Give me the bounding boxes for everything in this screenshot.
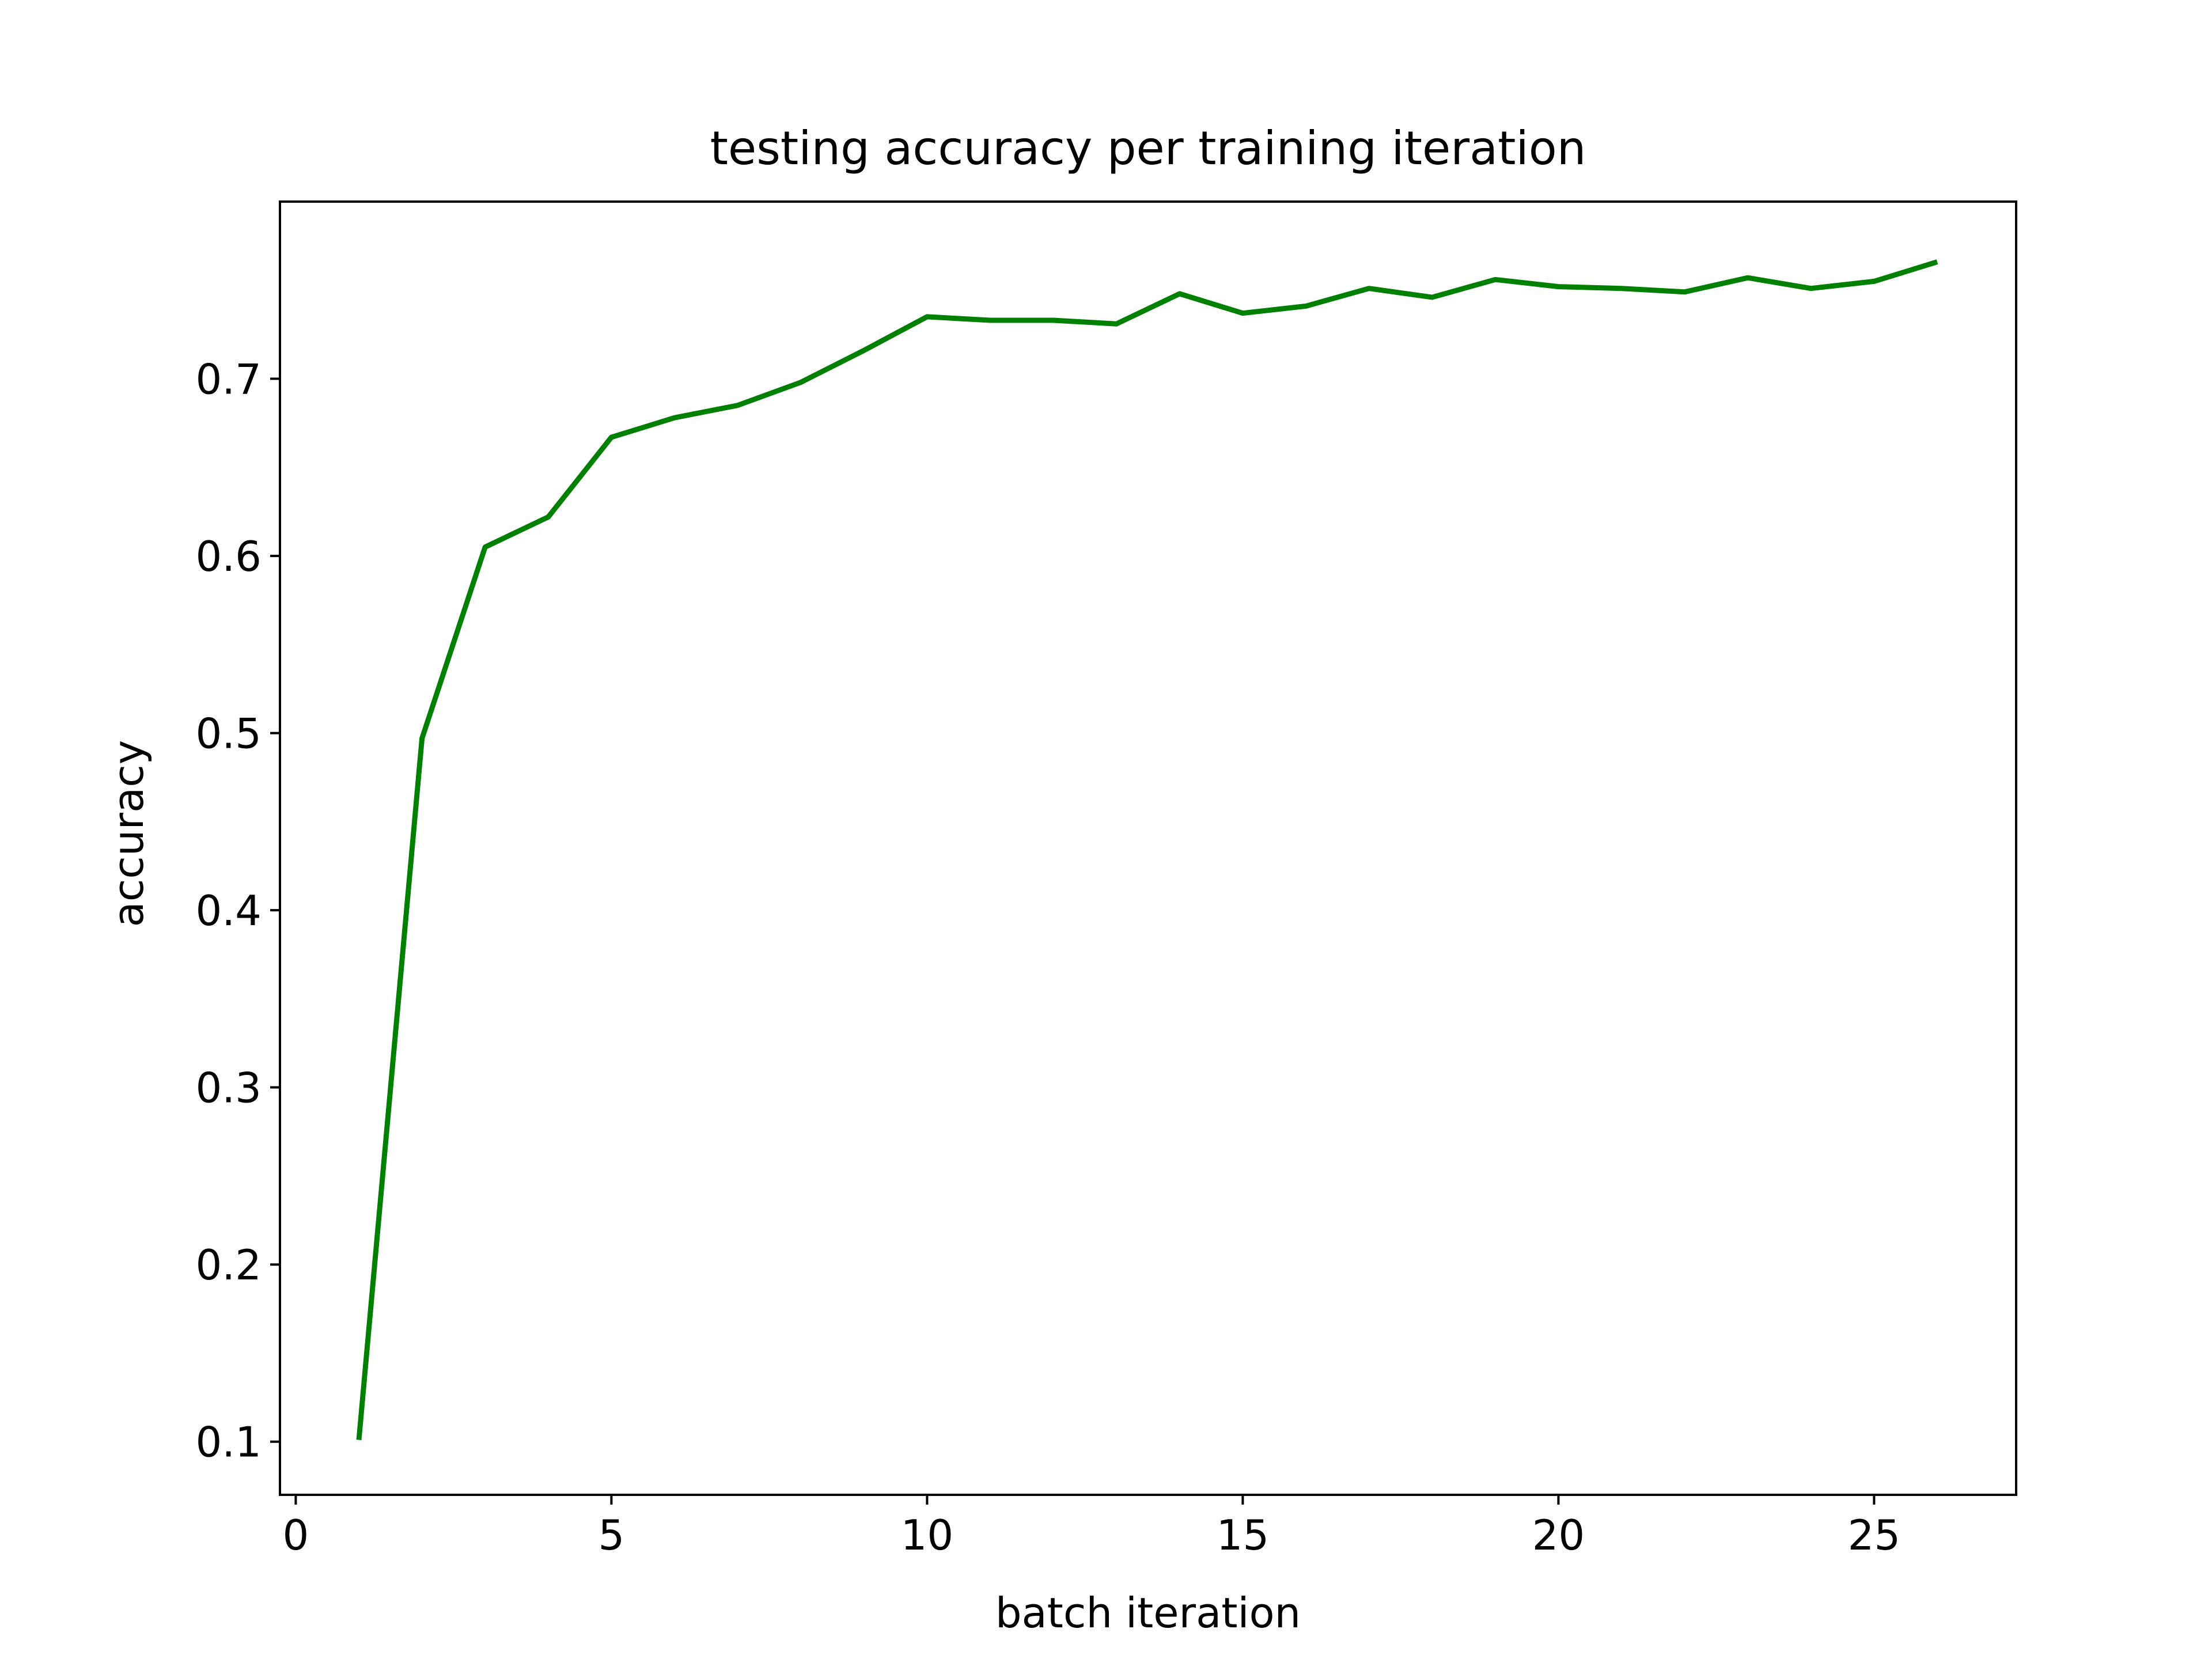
- y-tick-label: 0.2: [195, 1241, 262, 1289]
- y-axis-label: accuracy: [104, 740, 153, 927]
- x-tick-label: 5: [598, 1511, 624, 1559]
- series-line-0: [356, 259, 1938, 1441]
- y-tick-label: 0.6: [195, 532, 262, 581]
- chart-title: testing accuracy per training iteration: [710, 122, 1586, 175]
- x-tick-label: 15: [1217, 1511, 1270, 1559]
- axes-frame: [279, 200, 2017, 1496]
- plot-area: 0 5 10 15 20 25 0.1 0.2 0.3 0.4 0.5 0.6 0.7: [195, 200, 2017, 1559]
- y-tick-label: 0.1: [195, 1418, 262, 1467]
- y-tick-label: 0.5: [195, 710, 262, 758]
- y-tick-label: 0.7: [195, 355, 262, 404]
- x-tick-label: 20: [1532, 1511, 1585, 1559]
- y-tick-label: 0.4: [195, 887, 262, 935]
- y-tick-label: 0.3: [195, 1064, 262, 1112]
- x-tick-label: 10: [901, 1511, 954, 1559]
- x-tick-label: 25: [1848, 1511, 1901, 1559]
- x-axis-label: batch iteration: [995, 1589, 1301, 1637]
- x-tick-label: 0: [282, 1511, 309, 1559]
